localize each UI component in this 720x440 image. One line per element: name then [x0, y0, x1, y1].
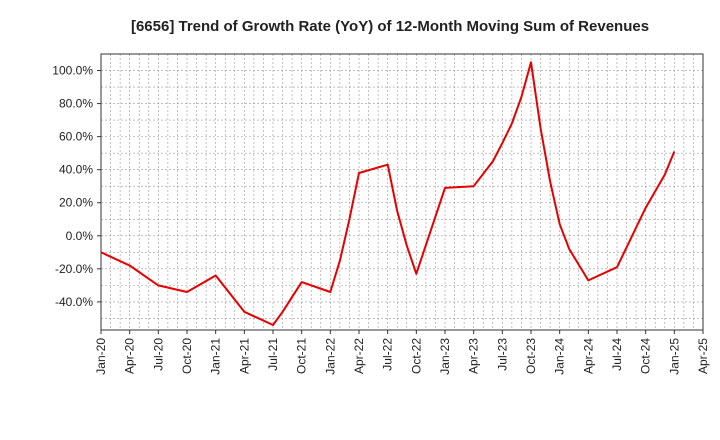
x-tick-label: Jan-25: [667, 338, 681, 375]
x-tick-label: Jul-20: [151, 338, 165, 371]
y-tick-label: 60.0%: [59, 130, 93, 144]
x-tick-label: Jul-22: [381, 338, 395, 371]
x-tick-label: Jan-23: [438, 338, 452, 375]
y-tick-label: -20.0%: [55, 262, 93, 276]
x-tick-label: Jan-20: [94, 338, 108, 375]
y-tick-label: -40.0%: [55, 295, 93, 309]
series-line: [100, 61, 676, 326]
y-tick-label: 80.0%: [59, 97, 93, 111]
x-tick-label: Jan-24: [553, 338, 567, 375]
x-tick-label: Jul-24: [610, 338, 624, 371]
x-tick-label: Apr-20: [123, 338, 137, 374]
x-tick-label: Apr-21: [237, 338, 251, 374]
x-axis: Jan-20 Apr-20 Jul-20 Oct-20 Jan-21 Apr-21 Jul-…: [94, 330, 710, 375]
gridlines: [101, 53, 703, 330]
x-tick-label: Apr-23: [467, 338, 481, 374]
y-tick-label: 0.0%: [66, 229, 94, 243]
chart-title: [6656] Trend of Growth Rate (YoY) of 12-…: [131, 18, 649, 35]
x-tick-label: Oct-24: [639, 338, 653, 374]
y-axis: -40.0% -20.0% 0.0% 20.0% 40.0% 60.0% 80.0% 100.…: [52, 64, 101, 309]
y-tick-label: 40.0%: [59, 163, 93, 177]
plot-area: [100, 53, 704, 331]
x-tick-label: Apr-25: [696, 338, 710, 374]
x-tick-label: Oct-22: [409, 338, 423, 374]
x-tick-label: Jan-21: [209, 338, 223, 375]
x-tick-label: Oct-21: [295, 338, 309, 374]
x-tick-label: Jan-22: [323, 338, 337, 375]
x-tick-label: Jul-21: [266, 338, 280, 371]
y-tick-label: 100.0%: [52, 64, 93, 78]
x-tick-label: Oct-23: [524, 338, 538, 374]
x-tick-label: Apr-22: [352, 338, 366, 374]
x-tick-label: Apr-24: [581, 338, 595, 374]
x-tick-label: Oct-20: [180, 338, 194, 374]
y-tick-label: 20.0%: [59, 196, 93, 210]
x-tick-label: Jul-23: [495, 338, 509, 371]
